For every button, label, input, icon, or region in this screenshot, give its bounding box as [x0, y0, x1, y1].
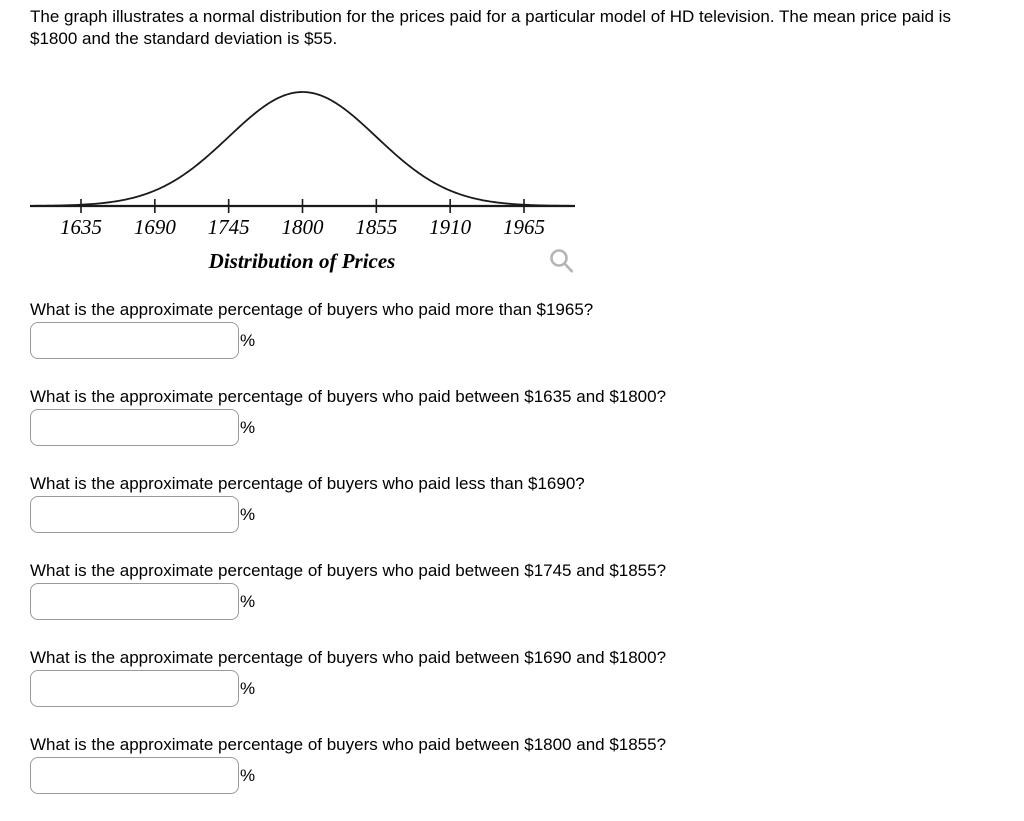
bell-curve: [29, 91, 575, 207]
answer-input-1[interactable]: [30, 322, 239, 359]
question-block-2: What is the approximate percentage of bu…: [30, 387, 810, 446]
percent-unit: %: [240, 330, 256, 350]
percent-unit: %: [240, 417, 256, 437]
question-text: What is the approximate percentage of bu…: [30, 735, 667, 754]
axis-tick-label: 1965: [503, 215, 545, 239]
distribution-chart: Distribution of Prices 1635 1690 1745 1800 1…: [29, 91, 575, 273]
magnifier-icon[interactable]: [546, 246, 576, 276]
answer-input-5[interactable]: [30, 670, 239, 707]
problem-statement: The graph illustrates a normal distribut…: [30, 7, 951, 48]
answer-input-4[interactable]: [30, 583, 239, 620]
question-text: What is the approximate percentage of bu…: [30, 387, 667, 406]
axis-tick-label: 1910: [429, 215, 472, 239]
question-block-5: What is the approximate percentage of bu…: [30, 648, 810, 707]
question-block-1: What is the approximate percentage of bu…: [30, 300, 810, 359]
axis-tick-label: 1855: [355, 215, 397, 239]
question-block-3: What is the approximate percentage of bu…: [30, 474, 810, 533]
axis-tick-label: 1745: [208, 215, 250, 239]
question-text: What is the approximate percentage of bu…: [30, 648, 667, 667]
axis-tick-label: 1635: [60, 215, 102, 239]
question-block-6: What is the approximate percentage of bu…: [30, 735, 810, 794]
percent-unit: %: [240, 678, 256, 698]
question-text: What is the approximate percentage of bu…: [30, 561, 667, 580]
question-text: What is the approximate percentage of bu…: [30, 300, 594, 319]
percent-unit: %: [240, 504, 256, 524]
percent-unit: %: [240, 591, 256, 611]
answer-input-3[interactable]: [30, 496, 239, 533]
percent-unit: %: [240, 765, 256, 785]
question-text: What is the approximate percentage of bu…: [30, 474, 585, 493]
axis-tick-label: 1690: [134, 215, 177, 239]
answer-input-6[interactable]: [30, 757, 239, 794]
answer-input-2[interactable]: [30, 409, 239, 446]
chart-caption: Distribution of Prices: [208, 249, 396, 273]
question-block-4: What is the approximate percentage of bu…: [30, 561, 810, 620]
axis-tick-label: 1800: [282, 215, 325, 239]
